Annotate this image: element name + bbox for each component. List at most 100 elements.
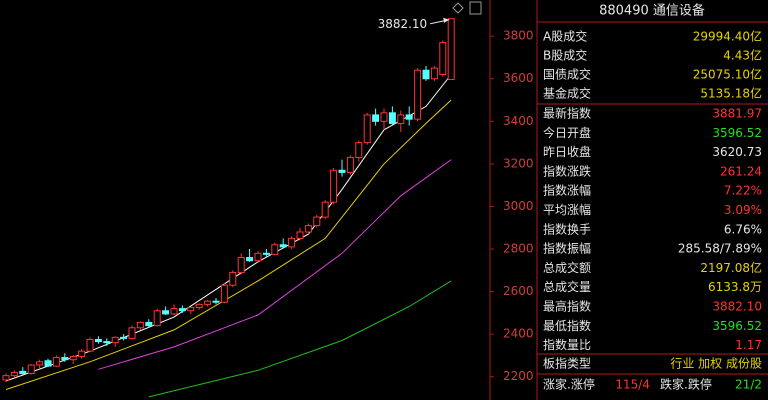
panel-value: 29994.40亿 xyxy=(693,29,762,44)
panel-label: 板指类型 xyxy=(543,356,591,371)
candle-body xyxy=(178,308,186,312)
panel-value: 1.17 xyxy=(735,338,762,352)
panel-value: 5135.18亿 xyxy=(700,86,762,101)
candle-body xyxy=(19,370,27,375)
y-tick-label: 2600 xyxy=(503,284,534,298)
candle-body xyxy=(78,350,86,357)
candle-body xyxy=(145,321,153,327)
candle-body xyxy=(237,257,245,273)
candle-body xyxy=(162,310,170,315)
candle-body xyxy=(338,169,346,173)
candle-body xyxy=(279,244,287,248)
candle-body xyxy=(405,114,413,120)
candle-body xyxy=(363,114,371,144)
panel-label: 指数涨跌 xyxy=(543,163,591,178)
panel-toggle-icon[interactable] xyxy=(469,1,482,15)
y-tick-label: 2800 xyxy=(503,242,534,256)
y-tick-label: 3600 xyxy=(503,71,534,85)
panel-value: 6133.8万 xyxy=(708,280,762,294)
candle-body xyxy=(304,225,312,233)
candle-body xyxy=(346,156,354,173)
candle-body xyxy=(220,284,228,303)
panel-label: B股成交 xyxy=(543,48,587,63)
candle-body xyxy=(271,244,279,255)
panel-value: 25075.10亿 xyxy=(693,67,762,82)
annotation-arrowhead xyxy=(443,17,450,23)
candle-body xyxy=(229,271,237,286)
panel-label: 基金成交 xyxy=(543,86,591,101)
panel-label: 国债成交 xyxy=(543,67,591,82)
candle-body xyxy=(422,69,430,80)
panel-label: 最高指数 xyxy=(543,299,591,314)
panel-value: 3596.52 xyxy=(712,126,762,140)
candle-body xyxy=(262,252,270,255)
candle-body xyxy=(439,42,447,75)
y-tick-label: 3400 xyxy=(503,114,534,128)
candle-body xyxy=(372,114,380,122)
high-annotation: 3882.10 xyxy=(378,17,428,31)
panel-value: 行业 加权 成份股 xyxy=(670,357,762,371)
moving-average-line xyxy=(148,280,452,398)
candle-body xyxy=(355,142,363,158)
candle-body xyxy=(254,252,262,262)
candle-body xyxy=(313,216,321,227)
panel-label: A股成交 xyxy=(543,29,587,44)
candle-body xyxy=(380,112,388,122)
panel-value: 2197.08亿 xyxy=(700,260,762,275)
panel-value: 3.09% xyxy=(724,203,762,217)
candle-body xyxy=(430,67,438,80)
panel-label: 指数换手 xyxy=(543,221,591,236)
panel-title: 880490 通信设备 xyxy=(599,3,705,19)
panel-label: 跌家.跌停 xyxy=(660,377,712,392)
candle-body xyxy=(153,310,161,327)
diamond-icon[interactable] xyxy=(452,2,464,14)
candle-body xyxy=(296,231,304,239)
candle-body xyxy=(288,237,296,248)
candle-body xyxy=(447,18,455,80)
panel-value: 3881.97 xyxy=(712,107,762,121)
panel-value: 3882.10 xyxy=(712,300,762,314)
candle-body xyxy=(212,300,220,303)
panel-label: 指数振幅 xyxy=(543,241,591,256)
panel-label: 今日开盘 xyxy=(543,125,591,140)
panel-label: 总成交额 xyxy=(543,260,591,275)
candle-body xyxy=(321,201,329,218)
candle-body xyxy=(103,341,111,344)
candle-body xyxy=(27,364,35,375)
candle-body xyxy=(187,307,195,312)
panel-value: 3620.73 xyxy=(712,145,762,159)
panel-value: 7.22% xyxy=(724,184,762,198)
panel-value: 21/2 xyxy=(735,378,762,392)
y-tick-label: 2200 xyxy=(503,369,534,383)
candle-body xyxy=(330,169,338,203)
candle-body xyxy=(120,336,128,339)
candle-body xyxy=(170,308,178,315)
panel-label: 最新指数 xyxy=(543,106,591,121)
panel-value: 3596.52 xyxy=(712,319,762,333)
candle-body xyxy=(204,300,212,305)
y-tick-label: 3800 xyxy=(503,29,534,43)
candle-body xyxy=(36,361,44,366)
y-tick-label: 2400 xyxy=(503,327,534,341)
candle-body xyxy=(10,371,18,377)
candle-body xyxy=(52,357,60,367)
panel-label: 涨家.涨停 xyxy=(543,377,595,392)
candle-body xyxy=(195,303,203,309)
panel-value: 261.24 xyxy=(720,164,762,178)
moving-average-line xyxy=(5,99,452,390)
panel-value: 6.76% xyxy=(724,222,762,236)
candle-body xyxy=(111,336,119,344)
candle-body xyxy=(61,357,69,361)
candle-body xyxy=(44,360,52,367)
y-tick-label: 3000 xyxy=(503,199,534,213)
panel-value: 285.58/7.89% xyxy=(678,242,762,256)
candle-body xyxy=(69,355,77,361)
candle-body xyxy=(86,338,94,352)
panel-label: 总成交量 xyxy=(543,279,591,294)
candle-body xyxy=(397,114,405,124)
candle-body xyxy=(128,327,136,339)
panel-value: 115/4 xyxy=(615,378,650,392)
y-tick-label: 3200 xyxy=(503,156,534,170)
moving-average-line xyxy=(98,159,452,370)
